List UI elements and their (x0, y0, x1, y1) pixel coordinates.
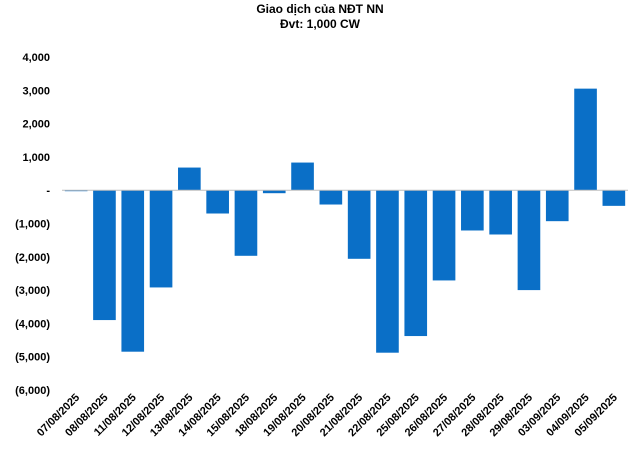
bar (347, 190, 371, 259)
bar (545, 190, 569, 222)
bar (291, 162, 314, 191)
y-tick-label: 3,000 (22, 85, 50, 97)
bar (517, 190, 541, 291)
y-tick-label: 1,000 (22, 152, 50, 164)
y-axis: 4,000 3,000 2,000 1,000 - (1,000) (2,000) (3,00… (15, 52, 50, 397)
y-tick-label: 4,000 (22, 52, 50, 64)
bar (178, 167, 201, 191)
bar (432, 190, 456, 281)
y-tick-label: 2,000 (22, 119, 50, 131)
bar-series (64, 88, 626, 353)
x-tick-labels: 07/08/202508/08/202511/08/202512/08/2025… (35, 392, 620, 439)
bar (262, 190, 286, 194)
y-tick-label: (5,000) (15, 352, 50, 364)
y-tick-label: - (46, 185, 50, 197)
chart-title-block: Giao dịch của NĐT NN Đvt: 1,000 CW (0, 2, 640, 32)
bar (376, 190, 399, 353)
bar (602, 190, 626, 206)
y-tick-label: (6,000) (15, 385, 50, 397)
bar (461, 190, 484, 231)
bar (206, 190, 229, 214)
bar (489, 190, 512, 235)
bar (234, 190, 258, 256)
bar (404, 190, 428, 337)
bar (319, 190, 343, 205)
bar (574, 88, 597, 191)
bar (93, 190, 116, 321)
bar (149, 190, 173, 288)
chart-subtitle: Đvt: 1,000 CW (279, 17, 361, 31)
y-tick-label: (4,000) (15, 318, 50, 330)
y-tick-label: (2,000) (15, 252, 50, 264)
chart-title: Giao dịch của NĐT NN (256, 2, 384, 16)
y-tick-label: (1,000) (15, 219, 50, 231)
y-tick-label: (3,000) (15, 285, 50, 297)
bar (121, 190, 145, 352)
